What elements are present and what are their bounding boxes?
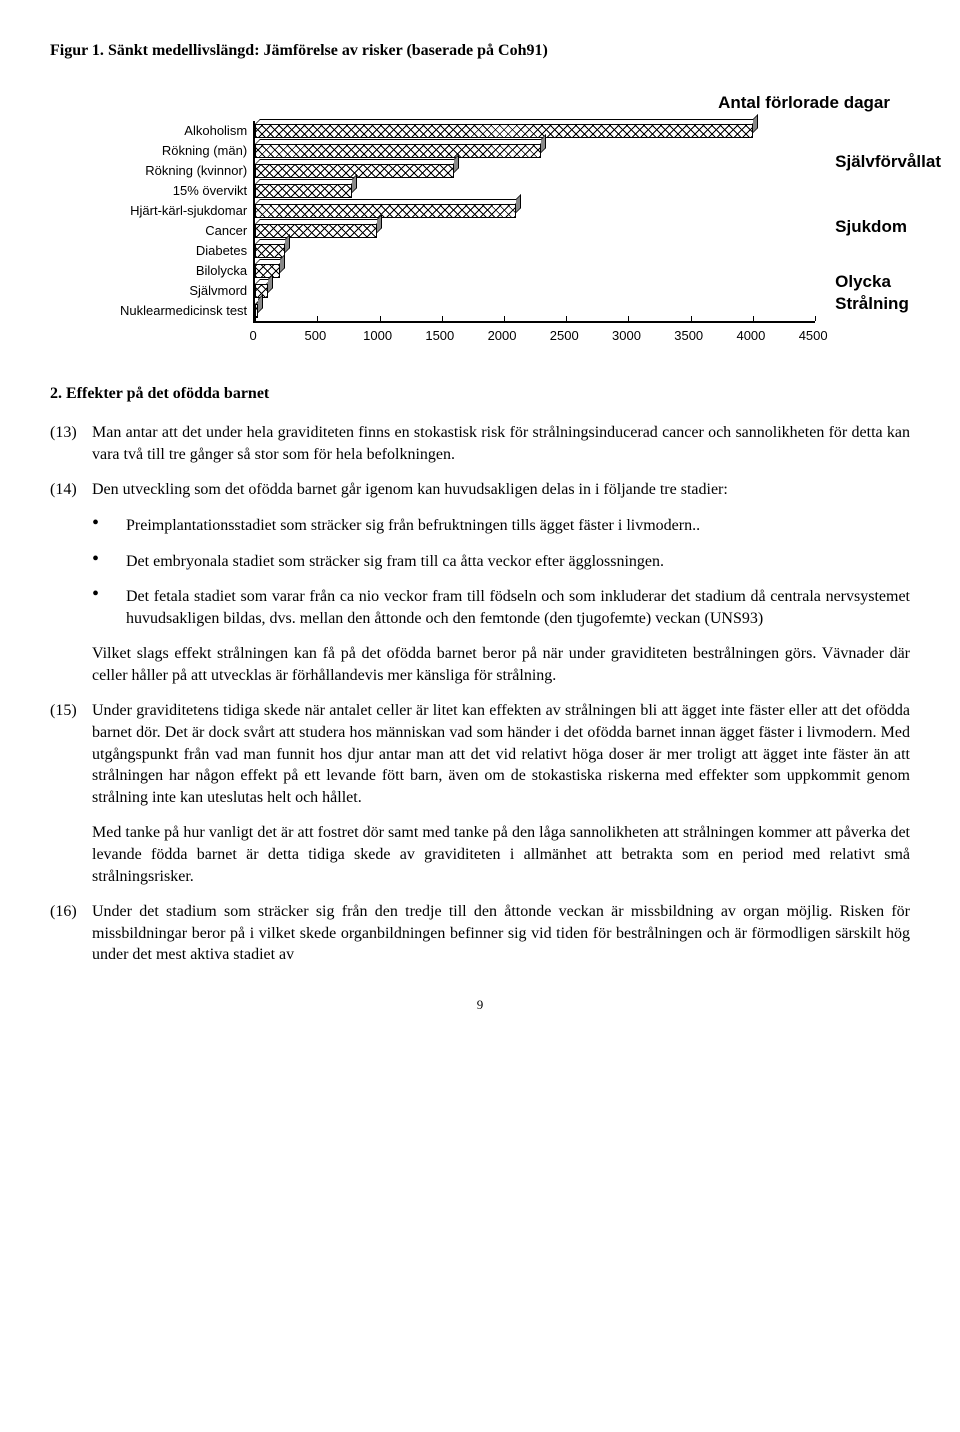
chart-bar <box>255 144 541 158</box>
list-item-text: Preimplantationsstadiet som sträcker sig… <box>126 515 700 537</box>
chart-bar <box>255 224 377 238</box>
para-text: Den utveckling som det ofödda barnet går… <box>92 479 910 501</box>
chart-y-label: Nuklearmedicinsk test <box>120 301 247 321</box>
chart-x-tick: 1500 <box>425 327 454 345</box>
para-number: (13) <box>50 422 92 465</box>
paragraph-15b: Med tanke på hur vanligt det är att fost… <box>92 822 910 887</box>
list-item: •Det embryonala stadiet som sträcker sig… <box>92 551 910 573</box>
chart-side-label: Olycka <box>835 271 960 294</box>
para-text: Under det stadium som sträcker sig från … <box>92 901 910 966</box>
chart-y-label: Diabetes <box>120 241 247 261</box>
para-number: (16) <box>50 901 92 966</box>
paragraph-15a: (15) Under graviditetens tidiga skede nä… <box>50 700 910 808</box>
chart-x-tick: 0 <box>250 327 257 345</box>
bullet-icon: • <box>92 515 126 537</box>
bullet-icon: • <box>92 551 126 573</box>
chart-bar <box>255 264 280 278</box>
bullet-icon: • <box>92 586 126 629</box>
paragraph-16: (16) Under det stadium som sträcker sig … <box>50 901 910 966</box>
chart-bar <box>255 184 352 198</box>
chart-x-tick: 1000 <box>363 327 392 345</box>
chart-side-label: Sjukdom <box>835 216 960 239</box>
figure-caption: Figur 1. Sänkt medellivslängd: Jämförels… <box>50 40 910 62</box>
chart-x-ticks: 050010001500200025003000350040004500 <box>253 323 813 343</box>
chart-x-tick: 2000 <box>488 327 517 345</box>
page-number: 9 <box>50 996 910 1014</box>
list-item: •Det fetala stadiet som varar från ca ni… <box>92 586 910 629</box>
chart-x-tick: 500 <box>305 327 327 345</box>
chart-y-label: 15% övervikt <box>120 181 247 201</box>
para-number: (14) <box>50 479 92 501</box>
figure-caption-prefix: Figur 1. <box>50 42 104 59</box>
list-item: •Preimplantationsstadiet som sträcker si… <box>92 515 910 537</box>
chart: Antal förlorade dagar AlkoholismRökning … <box>120 92 910 343</box>
list-item-text: Det embryonala stadiet som sträcker sig … <box>126 551 664 573</box>
para-text: Under graviditetens tidiga skede när ant… <box>92 700 910 808</box>
section-number: 2. <box>50 385 62 402</box>
chart-plot: SjälvförvållatSjukdomOlyckaStrålning <box>253 121 815 323</box>
chart-y-label: Rökning (män) <box>120 141 247 161</box>
chart-y-label: Rökning (kvinnor) <box>120 161 247 181</box>
paragraph-13: (13) Man antar att det under hela gravid… <box>50 422 910 465</box>
paragraph-14-tail: Vilket slags effekt strålningen kan få p… <box>92 643 910 686</box>
paragraph-14-intro: (14) Den utveckling som det ofödda barne… <box>50 479 910 501</box>
list-item-text: Det fetala stadiet som varar från ca nio… <box>126 586 910 629</box>
para-text: Man antar att det under hela graviditete… <box>92 422 910 465</box>
chart-x-tick: 2500 <box>550 327 579 345</box>
para-number: (15) <box>50 700 92 808</box>
chart-bar <box>255 124 753 138</box>
chart-y-label: Cancer <box>120 221 247 241</box>
chart-title: Antal förlorade dagar <box>120 92 910 115</box>
chart-x-tick: 4000 <box>736 327 765 345</box>
chart-x-tick: 3000 <box>612 327 641 345</box>
chart-y-labels: AlkoholismRökning (män)Rökning (kvinnor)… <box>120 121 253 321</box>
chart-side-label: Strålning <box>835 293 960 316</box>
section-title: Effekter på det ofödda barnet <box>66 385 269 402</box>
chart-x-tick: 3500 <box>674 327 703 345</box>
chart-y-label: Självmord <box>120 281 247 301</box>
bullet-list: •Preimplantationsstadiet som sträcker si… <box>92 515 910 629</box>
chart-x-tick: 4500 <box>799 327 828 345</box>
chart-y-label: Alkoholism <box>120 121 247 141</box>
section-heading: 2. Effekter på det ofödda barnet <box>50 383 910 405</box>
chart-y-label: Bilolycka <box>120 261 247 281</box>
chart-side-label: Självförvållat <box>835 151 960 174</box>
chart-bar <box>255 204 516 218</box>
figure-caption-rest: Sänkt medellivslängd: Jämförelse av risk… <box>104 42 548 59</box>
chart-bar <box>255 244 285 258</box>
chart-y-label: Hjärt-kärl-sjukdomar <box>120 201 247 221</box>
